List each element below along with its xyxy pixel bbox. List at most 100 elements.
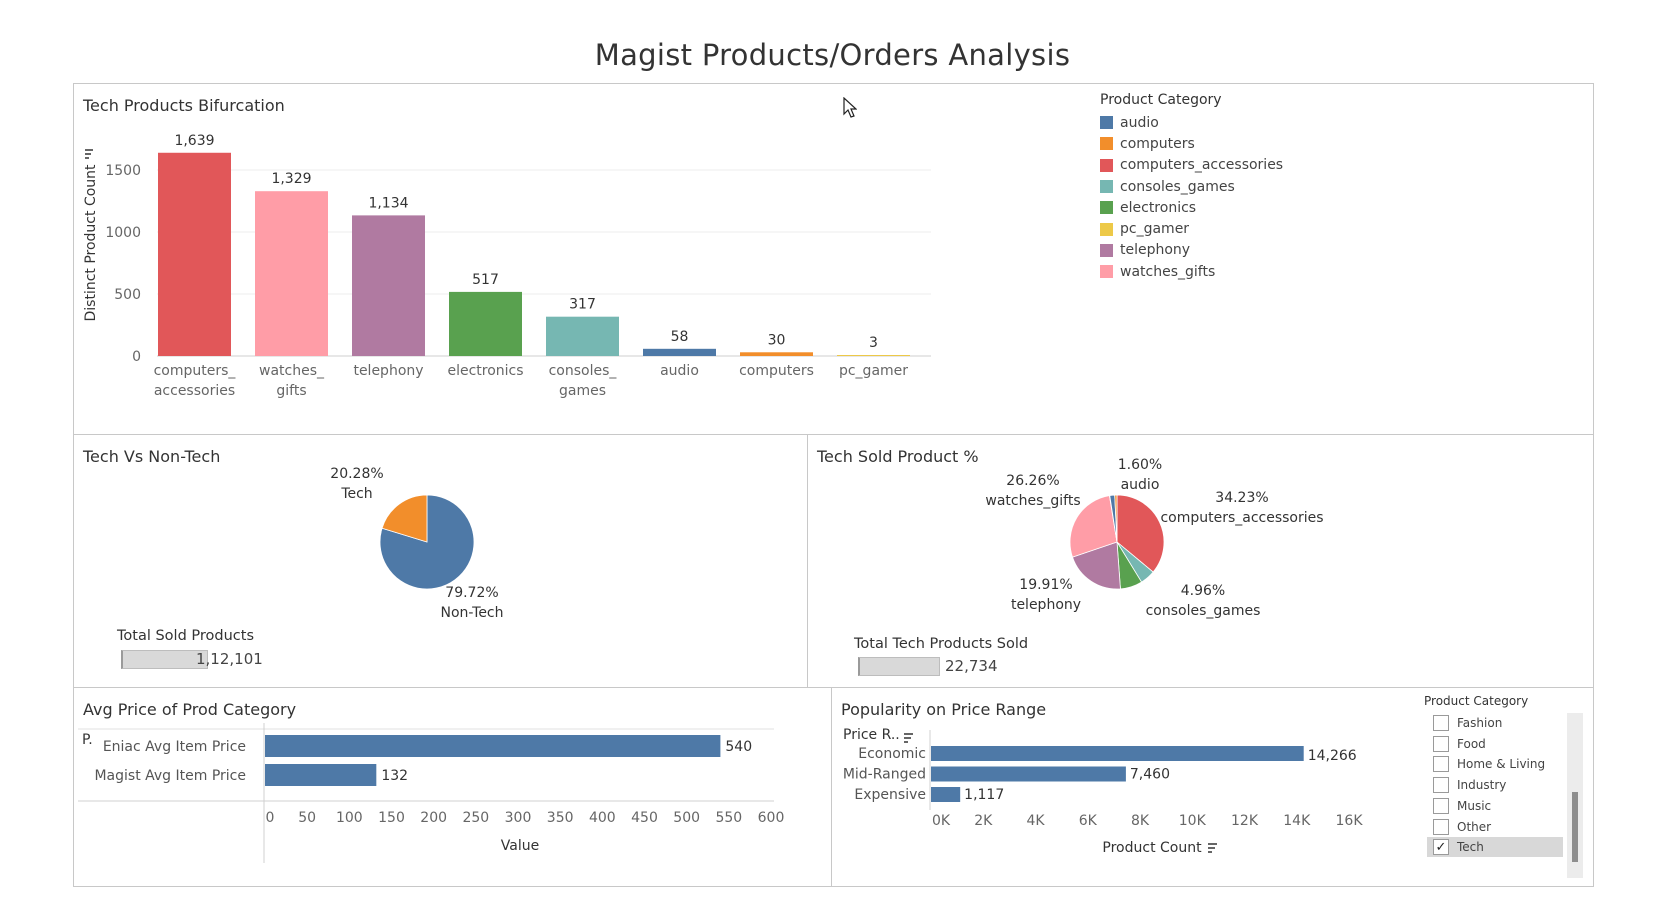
category-label: Magist Avg Item Price bbox=[94, 768, 246, 784]
x-tick-label: 150 bbox=[378, 810, 405, 826]
popularity-panel: Popularity on Price Range Price R.. Econo… bbox=[831, 687, 1594, 887]
pie2-slice-computers-accessories bbox=[1116, 494, 1165, 573]
filter-item-label: Music bbox=[1457, 798, 1492, 813]
x-tick-label: 12K bbox=[1231, 813, 1259, 829]
pie-slice-label: Non-Tech bbox=[440, 605, 503, 621]
legend-item-watches-gifts[interactable]: watches_gifts bbox=[1100, 261, 1283, 282]
filter-item-food[interactable]: Food bbox=[1427, 734, 1563, 754]
filter-item-other[interactable]: Other bbox=[1427, 817, 1563, 837]
category-label: Expensive bbox=[854, 787, 926, 803]
x-tick-label: audio bbox=[660, 363, 699, 379]
x-tick-label: 400 bbox=[589, 810, 616, 826]
legend-label: computers_accessories bbox=[1120, 157, 1284, 174]
pie-label: 4.96% bbox=[1181, 583, 1225, 599]
pie-label: computers_accessories bbox=[1160, 510, 1323, 526]
x-axis-title: Value bbox=[501, 838, 539, 854]
tech-products-bar-chart: 0 500 1000 1500 Distinct Product Count 1,639 c… bbox=[83, 133, 931, 399]
x-tick-label: 200 bbox=[420, 810, 447, 826]
mouse-cursor-icon bbox=[843, 97, 857, 118]
bar-value-label: 540 bbox=[725, 739, 752, 755]
legend-swatch bbox=[1100, 265, 1113, 279]
tech-products-panel: Tech Products Bifurcation 0 500 1000 1500 Di… bbox=[73, 83, 1594, 435]
legend-item-electronics[interactable]: electronics bbox=[1100, 197, 1283, 218]
legend-item-consoles-games[interactable]: consoles_games bbox=[1100, 176, 1283, 197]
pie1-slice-tech bbox=[381, 494, 428, 543]
tech-sold-pct-title: Tech Sold Product % bbox=[817, 447, 979, 466]
x-tick-label: computers bbox=[739, 363, 814, 379]
filter-item-label: Industry bbox=[1457, 778, 1507, 793]
filter-item-tech[interactable]: ✓ Tech bbox=[1427, 837, 1563, 858]
pie-label: consoles_games bbox=[1146, 603, 1261, 619]
row-header: P. bbox=[82, 732, 93, 748]
popularity-plot-group: Price R.. Economic Mid-Ranged Expensive 14,2… bbox=[843, 727, 1363, 856]
x-tick-label: 16K bbox=[1336, 813, 1364, 829]
sort-icon bbox=[85, 149, 93, 159]
total-sold-products-label: Total Sold Products bbox=[117, 628, 254, 644]
category-label: Eniac Avg Item Price bbox=[103, 739, 246, 755]
legend-item-computers-accessories[interactable]: computers_accessories bbox=[1100, 155, 1283, 176]
x-tick-label: games bbox=[559, 383, 606, 399]
checkbox-checked-icon[interactable]: ✓ bbox=[1433, 839, 1449, 856]
filter-item-music[interactable]: Music bbox=[1427, 796, 1563, 816]
y-tick-label: 1500 bbox=[105, 163, 141, 179]
avg-price-panel: Avg Price of Prod Category P. Eniac Avg I… bbox=[73, 687, 832, 887]
bar-eniac bbox=[265, 735, 721, 757]
checkbox-icon[interactable] bbox=[1433, 818, 1449, 835]
legend-item-telephony[interactable]: telephony bbox=[1100, 240, 1283, 261]
bar-audio bbox=[643, 348, 716, 356]
pie-label: 1.60% bbox=[1118, 457, 1162, 473]
legend-item-computers[interactable]: computers bbox=[1100, 133, 1283, 154]
x-tick-label: pc_gamer bbox=[839, 363, 908, 379]
x-tick-label: 100 bbox=[336, 810, 363, 826]
bar-computers-accessories bbox=[158, 152, 231, 356]
legend-item-audio[interactable]: audio bbox=[1100, 112, 1283, 133]
avg-price-bar-chart: P. Eniac Avg Item Price 540 Magist Avg Item… bbox=[78, 723, 784, 863]
bar-telephony bbox=[352, 215, 425, 356]
checkbox-icon[interactable] bbox=[1433, 735, 1449, 752]
filter-scrollbar-thumb[interactable] bbox=[1572, 792, 1578, 862]
x-axis-title: Product Count bbox=[1102, 840, 1202, 856]
legend-swatch bbox=[1100, 158, 1113, 172]
checkbox-icon[interactable] bbox=[1433, 715, 1449, 731]
x-tick-label: accessories bbox=[154, 383, 235, 399]
y-tick-label: 0 bbox=[132, 349, 141, 365]
pie2-slice-computers bbox=[1114, 494, 1118, 543]
x-tick-label: electronics bbox=[447, 363, 523, 379]
bar-expensive bbox=[931, 787, 961, 802]
bar-value-label: 1,639 bbox=[174, 133, 214, 149]
pie-label: telephony bbox=[1011, 597, 1081, 613]
legend-swatch bbox=[1100, 137, 1113, 151]
x-tick-label: consoles_ bbox=[549, 363, 618, 379]
pie2-slice-watches-gifts bbox=[1069, 495, 1118, 558]
filter-item-fashion[interactable]: Fashion bbox=[1427, 713, 1563, 733]
checkbox-icon[interactable] bbox=[1433, 756, 1449, 773]
y-tick-label: 1000 bbox=[105, 225, 141, 241]
legend-label: consoles_games bbox=[1120, 178, 1235, 195]
bar-value-label: 317 bbox=[569, 297, 596, 313]
popularity-bar-chart: Price R.. Economic Mid-Ranged Expensive 14,2… bbox=[843, 727, 1363, 856]
avg-price-title: Avg Price of Prod Category bbox=[83, 700, 297, 719]
category-label: Economic bbox=[858, 746, 926, 762]
checkbox-icon[interactable] bbox=[1433, 797, 1449, 814]
filter-item-label: Home & Living bbox=[1457, 757, 1546, 772]
y-tick-label: 500 bbox=[114, 287, 141, 303]
x-tick-label: gifts bbox=[276, 383, 306, 399]
x-tick-label: 450 bbox=[631, 810, 658, 826]
legend-label: pc_gamer bbox=[1120, 221, 1190, 238]
bar-watches-gifts bbox=[255, 191, 328, 356]
tech-sold-pct-pie: 1.60% audio 34.23% computers_accessories 26.… bbox=[985, 457, 1323, 619]
bar-consoles-games bbox=[546, 316, 619, 356]
pie-label: watches_gifts bbox=[985, 493, 1080, 509]
x-tick-label: 350 bbox=[547, 810, 574, 826]
x-tick-label: 2K bbox=[974, 813, 993, 829]
filter-item-industry[interactable]: Industry bbox=[1427, 775, 1563, 795]
x-tick-label: 14K bbox=[1283, 813, 1311, 829]
filter-item-label: Tech bbox=[1457, 840, 1484, 855]
checkbox-icon[interactable] bbox=[1433, 777, 1449, 794]
bar-value-label: 1,117 bbox=[964, 787, 1004, 803]
bar-value-label: 58 bbox=[671, 329, 689, 345]
pie-label: 34.23% bbox=[1215, 490, 1268, 506]
pie-label: 19.91% bbox=[1019, 577, 1072, 593]
filter-item-home-living[interactable]: Home & Living bbox=[1427, 754, 1563, 774]
legend-item-pc-gamer[interactable]: pc_gamer bbox=[1100, 218, 1283, 239]
